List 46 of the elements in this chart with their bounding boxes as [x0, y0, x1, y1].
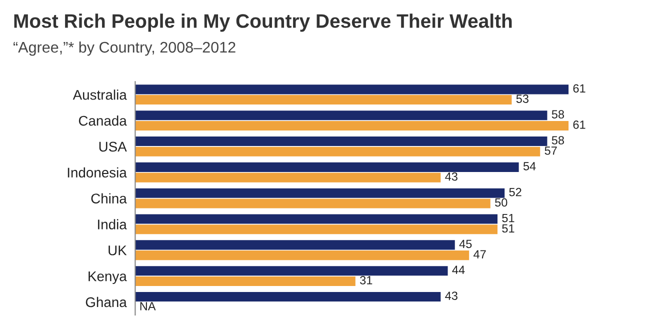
bar — [135, 162, 519, 172]
data-label: 43 — [445, 292, 458, 300]
y-tick-label: UK — [108, 246, 127, 256]
data-label: 51 — [502, 214, 514, 222]
bar — [135, 276, 356, 286]
bar — [135, 188, 505, 198]
bar — [135, 95, 512, 105]
data-label: 51 — [502, 224, 514, 233]
chart-subtitle: “Agree,”* by Country, 2008–2012 — [14, 41, 236, 56]
bar — [135, 120, 569, 130]
data-label: 52 — [509, 188, 522, 196]
bar — [135, 292, 441, 302]
y-tick-label: Canada — [78, 115, 127, 126]
bar — [135, 84, 569, 94]
data-label: 57 — [544, 146, 557, 155]
y-tick-label: Ghana — [86, 296, 127, 308]
bar — [135, 266, 448, 276]
y-tick-label: Kenya — [88, 272, 127, 284]
bar — [135, 240, 455, 250]
y-tick-label: Indonesia — [68, 167, 127, 178]
data-label: 44 — [452, 266, 465, 274]
bar — [135, 110, 548, 120]
y-tick-label: China — [91, 193, 127, 204]
data-label: 54 — [523, 162, 536, 170]
data-label: 58 — [552, 136, 564, 144]
bar — [135, 172, 441, 182]
data-label: 61 — [573, 120, 586, 129]
chart-title: Most Rich People in My Country Deserve Their Wealth — [14, 14, 512, 32]
bar — [135, 198, 490, 208]
y-tick-label: Australia — [72, 90, 127, 100]
data-label: 47 — [474, 250, 486, 258]
bar — [135, 136, 548, 146]
bar — [135, 146, 540, 156]
y-tick-label: USA — [99, 142, 127, 152]
data-label: 58 — [552, 110, 564, 119]
bar — [135, 224, 498, 234]
bar — [135, 250, 470, 260]
bar — [135, 214, 498, 224]
y-tick-label: India — [98, 219, 127, 230]
data-label: 31 — [360, 276, 372, 284]
text: NA — [140, 302, 156, 310]
data-label: 45 — [459, 240, 472, 248]
data-label: 61 — [573, 84, 586, 93]
data-label: 43 — [445, 172, 458, 181]
data-label: 53 — [516, 94, 528, 103]
data-label: 50 — [495, 198, 508, 207]
